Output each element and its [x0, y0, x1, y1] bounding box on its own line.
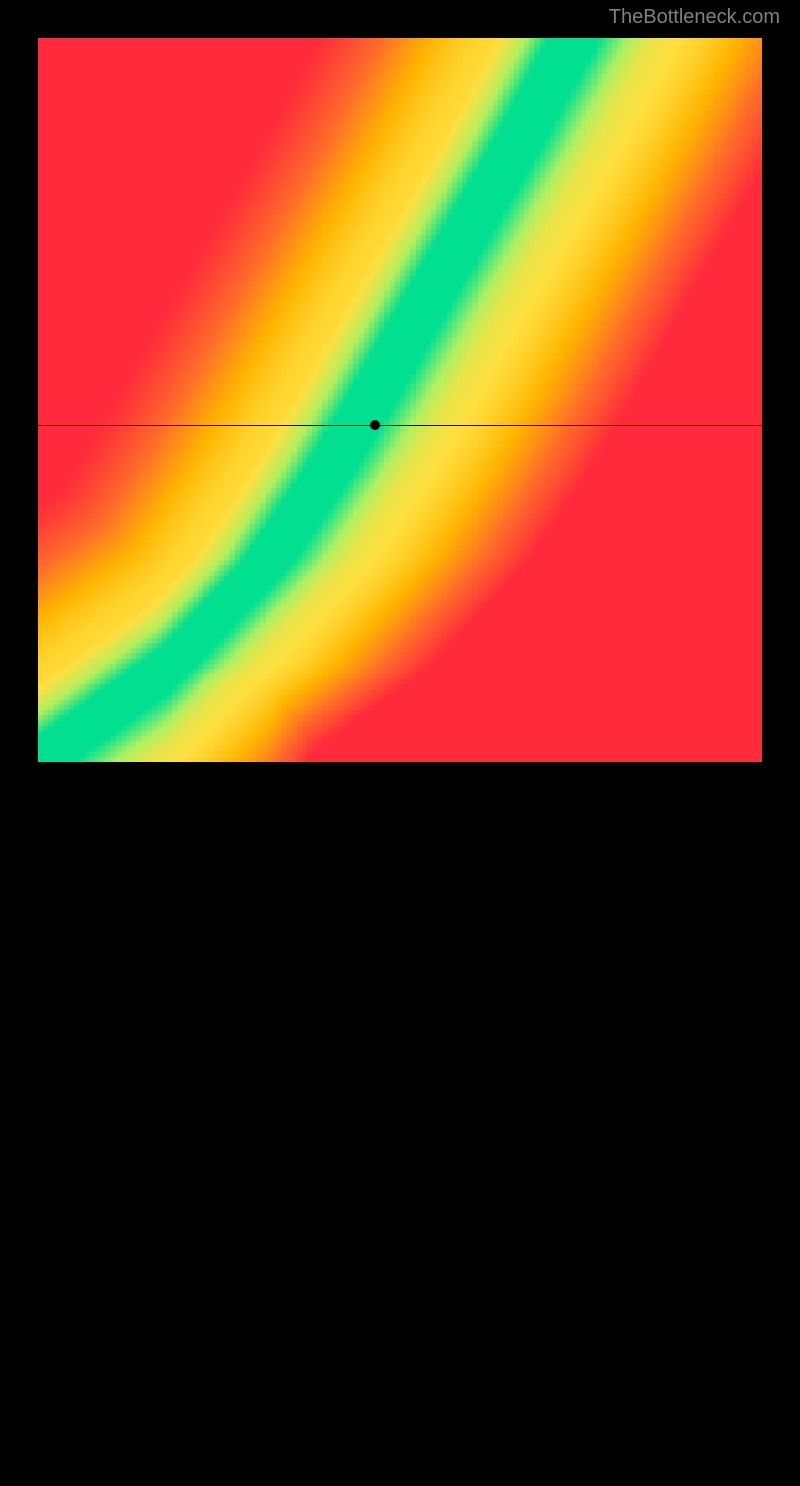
- crosshair-marker: [370, 420, 380, 430]
- crosshair-horizontal: [38, 425, 762, 426]
- heatmap-canvas: [38, 38, 762, 762]
- crosshair-vertical: [375, 762, 376, 1486]
- watermark-text: TheBottleneck.com: [609, 6, 780, 29]
- plot-area: [38, 38, 762, 762]
